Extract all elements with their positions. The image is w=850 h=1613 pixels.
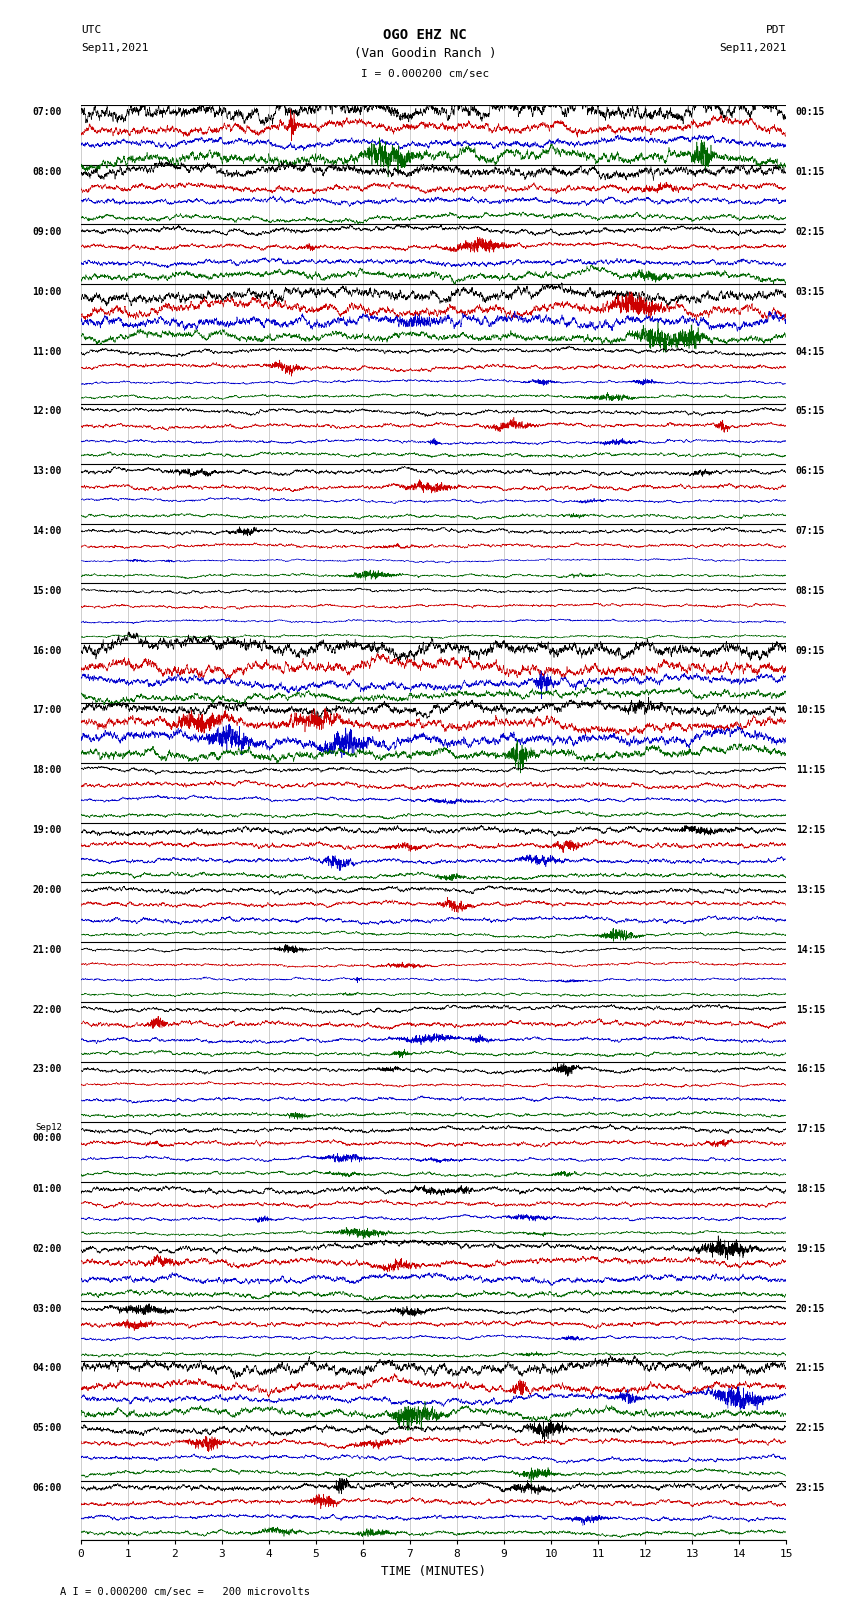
- Text: 22:15: 22:15: [796, 1423, 825, 1434]
- Text: 10:00: 10:00: [32, 287, 62, 297]
- Text: 23:00: 23:00: [32, 1065, 62, 1074]
- Text: 10:15: 10:15: [796, 705, 825, 716]
- Text: 05:00: 05:00: [32, 1423, 62, 1434]
- Text: 03:15: 03:15: [796, 287, 825, 297]
- Text: 16:00: 16:00: [32, 645, 62, 655]
- Text: 14:15: 14:15: [796, 945, 825, 955]
- Text: 13:15: 13:15: [796, 886, 825, 895]
- Text: OGO EHZ NC: OGO EHZ NC: [383, 27, 467, 42]
- Text: 14:00: 14:00: [32, 526, 62, 536]
- Text: 19:00: 19:00: [32, 826, 62, 836]
- Text: PDT: PDT: [766, 26, 786, 35]
- Text: 07:00: 07:00: [32, 108, 62, 118]
- Text: 02:15: 02:15: [796, 227, 825, 237]
- Text: A I = 0.000200 cm/sec =   200 microvolts: A I = 0.000200 cm/sec = 200 microvolts: [60, 1587, 309, 1597]
- Text: 01:00: 01:00: [32, 1184, 62, 1194]
- Text: 06:15: 06:15: [796, 466, 825, 476]
- Text: 09:00: 09:00: [32, 227, 62, 237]
- Text: Sep11,2021: Sep11,2021: [719, 44, 786, 53]
- Text: 12:00: 12:00: [32, 406, 62, 416]
- Text: 08:00: 08:00: [32, 168, 62, 177]
- Text: 09:15: 09:15: [796, 645, 825, 655]
- Text: 05:15: 05:15: [796, 406, 825, 416]
- Text: 08:15: 08:15: [796, 586, 825, 595]
- Text: 07:15: 07:15: [796, 526, 825, 536]
- Text: 20:15: 20:15: [796, 1303, 825, 1313]
- Text: 02:00: 02:00: [32, 1244, 62, 1253]
- Text: Sep11,2021: Sep11,2021: [81, 44, 148, 53]
- Text: (Van Goodin Ranch ): (Van Goodin Ranch ): [354, 47, 496, 60]
- Text: 23:15: 23:15: [796, 1482, 825, 1494]
- Text: 06:00: 06:00: [32, 1482, 62, 1494]
- Text: 11:15: 11:15: [796, 765, 825, 776]
- Text: Sep12: Sep12: [35, 1123, 62, 1132]
- Text: 11:00: 11:00: [32, 347, 62, 356]
- Text: 21:00: 21:00: [32, 945, 62, 955]
- Text: 18:00: 18:00: [32, 765, 62, 776]
- Text: 04:00: 04:00: [32, 1363, 62, 1373]
- Text: 00:15: 00:15: [796, 108, 825, 118]
- Text: 13:00: 13:00: [32, 466, 62, 476]
- Text: UTC: UTC: [81, 26, 101, 35]
- Text: 18:15: 18:15: [796, 1184, 825, 1194]
- Text: 04:15: 04:15: [796, 347, 825, 356]
- Text: 20:00: 20:00: [32, 886, 62, 895]
- Text: 22:00: 22:00: [32, 1005, 62, 1015]
- Text: 00:00: 00:00: [32, 1132, 62, 1144]
- Text: 21:15: 21:15: [796, 1363, 825, 1373]
- Text: 16:15: 16:15: [796, 1065, 825, 1074]
- X-axis label: TIME (MINUTES): TIME (MINUTES): [381, 1565, 486, 1578]
- Text: 19:15: 19:15: [796, 1244, 825, 1253]
- Text: 12:15: 12:15: [796, 826, 825, 836]
- Text: I = 0.000200 cm/sec: I = 0.000200 cm/sec: [361, 69, 489, 79]
- Text: 15:00: 15:00: [32, 586, 62, 595]
- Text: 03:00: 03:00: [32, 1303, 62, 1313]
- Text: 01:15: 01:15: [796, 168, 825, 177]
- Text: 15:15: 15:15: [796, 1005, 825, 1015]
- Text: 17:00: 17:00: [32, 705, 62, 716]
- Text: 17:15: 17:15: [796, 1124, 825, 1134]
